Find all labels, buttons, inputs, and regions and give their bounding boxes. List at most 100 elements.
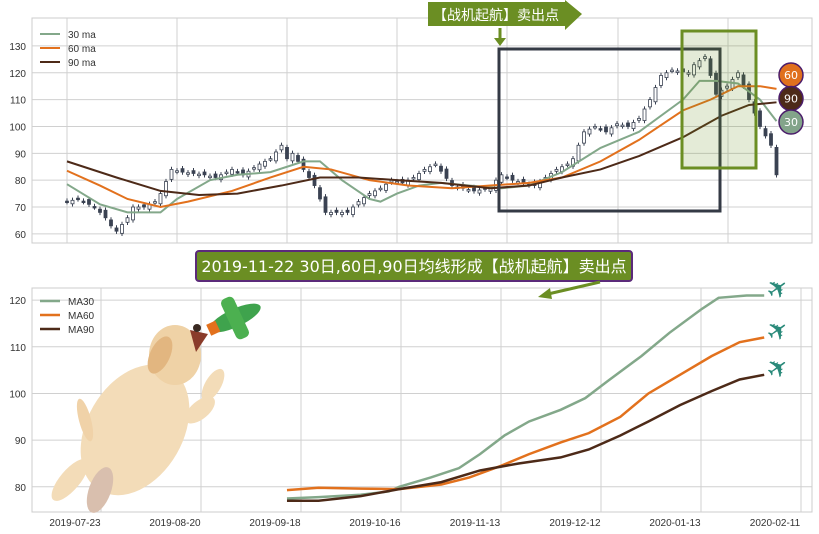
dog-leg: [86, 467, 114, 513]
toy-plane-wing: [221, 296, 249, 340]
x-tick-label: 2019-10-16: [349, 518, 401, 529]
y-tick-label: 120: [9, 69, 26, 80]
candle: [510, 174, 515, 181]
dog-paw: [185, 396, 215, 424]
candle: [76, 197, 80, 201]
y-tick-label: 120: [9, 296, 26, 307]
legend-label: 90 ma: [68, 58, 96, 69]
price-chart: 60 70 80 90 100 110 120 130 30 ma 60 ma 90 ma 【战机起航…: [9, 0, 813, 244]
candle: [637, 118, 641, 121]
candle: [70, 199, 75, 205]
candle: [191, 170, 196, 174]
candle: [356, 201, 361, 206]
candle: [714, 72, 718, 95]
candle: [252, 167, 256, 170]
candle: [708, 58, 713, 76]
toy-plane-nose: [206, 320, 221, 336]
legend-label: MA90: [68, 325, 95, 336]
dog-mouth: [190, 330, 208, 352]
candle: [433, 163, 438, 166]
candle: [631, 122, 636, 130]
candle: [648, 99, 652, 108]
candle: [466, 189, 471, 192]
candle: [653, 87, 658, 103]
highlight-box-dark: [497, 47, 722, 213]
x-tick-label: 2019-12-12: [549, 518, 601, 529]
candle: [103, 209, 108, 219]
candle: [362, 197, 366, 205]
candle: [169, 169, 174, 180]
candle: [208, 175, 212, 179]
candle: [384, 183, 388, 191]
candle: [180, 168, 185, 173]
legend-label: 30 ma: [68, 30, 96, 41]
badge-label-90: 90: [784, 93, 798, 106]
candle: [98, 208, 102, 213]
x-tick-label: 2019-11-13: [450, 518, 501, 529]
down-arrow-icon: [494, 38, 506, 46]
candle: [692, 64, 696, 76]
ma-line-MA60: [286, 336, 765, 492]
candle: [582, 131, 586, 144]
banner-bottom-box: [195, 250, 633, 282]
candle: [422, 169, 427, 172]
candle: [598, 128, 603, 131]
dog-tail: [76, 398, 94, 442]
pointer-arrow-icon: [538, 288, 552, 299]
candle: [202, 171, 207, 176]
y-tick-label: 130: [9, 42, 26, 53]
candle: [197, 173, 201, 177]
candle: [769, 133, 773, 146]
candle: [345, 209, 350, 213]
candle: [334, 209, 339, 213]
candle: [312, 174, 317, 186]
pointer-arrow-shaft: [547, 280, 601, 296]
toy-plane-icon: [206, 296, 261, 340]
candle: [164, 181, 168, 197]
y-tick-label: 110: [10, 343, 26, 354]
y-tick-label: 60: [15, 230, 27, 241]
candle: [411, 177, 416, 180]
candle: [120, 224, 124, 234]
candle: [659, 75, 663, 86]
candle: [670, 69, 674, 72]
candle: [609, 127, 614, 135]
y-tick-label: 100: [9, 389, 26, 400]
candle: [263, 160, 267, 167]
candle: [675, 70, 680, 73]
banner-bottom-text: 2019-11-22 30日,60日,90日均线形成【战机起航】卖出点: [201, 257, 626, 276]
candle: [373, 190, 377, 197]
candle: [186, 172, 190, 175]
legend-label: 60 ma: [68, 44, 96, 55]
candle: [131, 206, 135, 221]
candle: [125, 217, 130, 223]
candle: [587, 128, 592, 135]
ma-line-60ma: [66, 85, 777, 209]
candle: [285, 147, 289, 160]
candle: [417, 173, 421, 181]
candle: [235, 171, 240, 174]
candle: [224, 171, 229, 175]
y-tick-label: 100: [9, 122, 26, 133]
candle: [213, 173, 218, 178]
candle: [642, 108, 647, 121]
candle: [340, 211, 344, 215]
candle: [290, 152, 295, 162]
ma-line-30ma: [66, 79, 778, 214]
candle: [774, 147, 779, 176]
candle: [323, 196, 328, 213]
candle: [565, 163, 570, 166]
badge-circle: [778, 109, 804, 135]
candle: [268, 158, 273, 161]
candle: [257, 163, 262, 171]
candle: [593, 126, 597, 129]
candle: [109, 219, 113, 227]
candle: [626, 122, 630, 127]
candle: [763, 128, 768, 137]
candle: [725, 85, 729, 89]
candle: [736, 72, 740, 78]
candle: [87, 199, 91, 205]
dog-leg: [51, 459, 89, 501]
